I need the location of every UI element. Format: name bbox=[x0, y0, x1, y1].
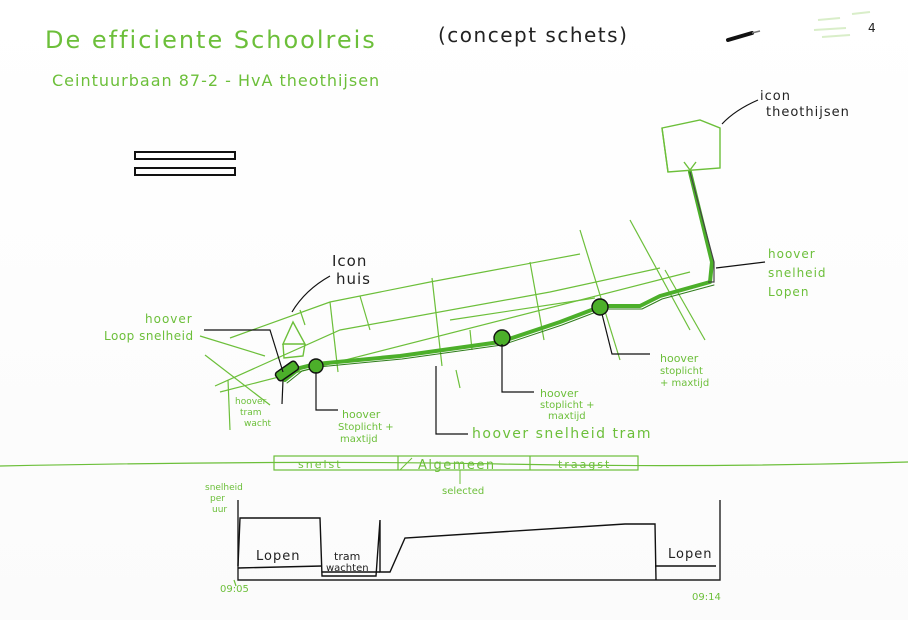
tab-traagst[interactable]: traagst bbox=[531, 457, 637, 471]
section-divider bbox=[0, 461, 908, 467]
route-end-segment bbox=[689, 171, 715, 283]
graph-segment-tram-2: wachten bbox=[326, 563, 369, 574]
page-title: De efficiente Schoolreis bbox=[45, 26, 377, 54]
tab-algemeen[interactable]: Algemeen bbox=[399, 457, 529, 473]
menu-icon[interactable] bbox=[134, 151, 236, 176]
hover-tram-speed-label: hoover snelheid tram bbox=[472, 426, 652, 442]
building-icon-pointer bbox=[721, 99, 759, 125]
graph-segment-tram: tram bbox=[334, 550, 360, 563]
hover-stoplight-2-label-3: maxtijd bbox=[548, 411, 586, 422]
hover-stoplight-1-label: hoover bbox=[342, 408, 381, 421]
graph-segment-lopen-start: Lopen bbox=[256, 549, 300, 564]
hover-stoplight-2-label: hoover bbox=[540, 387, 579, 400]
building-icon-label-2: theothijsen bbox=[766, 105, 850, 120]
hover-stoplight-3-label: hoover bbox=[660, 352, 699, 365]
hover-stoplight-3-label-3: + maxtijd bbox=[660, 378, 709, 389]
tab-snelst-label: snelst bbox=[298, 458, 343, 471]
house-icon[interactable] bbox=[281, 320, 307, 359]
route-label: Ceintuurbaan 87-2 - HvA theothijsen bbox=[52, 71, 380, 90]
concept-label: (concept schets) bbox=[438, 23, 628, 47]
street-grid bbox=[199, 219, 706, 431]
tab-bar bbox=[273, 455, 639, 471]
house-icon-label: Icon bbox=[332, 252, 367, 270]
annotation-pointers bbox=[204, 261, 766, 435]
corner-marks: 4 bbox=[813, 11, 876, 38]
graph-ylabel-2: per bbox=[210, 494, 225, 504]
graph-segment-lopen-end: Lopen bbox=[668, 547, 712, 562]
graph-time-end: 09:14 bbox=[692, 592, 721, 603]
hover-loop-speed-label: hoover bbox=[145, 312, 193, 326]
tab-traagst-label: traagst bbox=[558, 458, 611, 471]
graph-ylabel: snelheid bbox=[205, 483, 243, 493]
stoplight-marker-2[interactable] bbox=[493, 329, 511, 347]
hover-tram-wait-label-3: wacht bbox=[244, 419, 272, 429]
hover-tram-wait-label: hoover bbox=[235, 397, 267, 407]
tab-algemeen-label: Algemeen bbox=[418, 458, 496, 473]
building-icon-label: icon bbox=[760, 89, 791, 104]
pen-mark bbox=[726, 30, 761, 42]
hover-loop-speed-label-2: Loop snelheid bbox=[104, 329, 194, 343]
stoplight-marker-1[interactable] bbox=[308, 358, 324, 374]
corner-number: 4 bbox=[868, 21, 876, 35]
hover-tram-wait-label-2: tram bbox=[240, 408, 262, 418]
stoplight-marker-3[interactable] bbox=[591, 298, 609, 316]
house-icon-label-2: huis bbox=[336, 270, 371, 288]
selected-label: selected bbox=[442, 486, 484, 497]
graph-time-start-dot bbox=[233, 579, 237, 587]
hover-stoplight-1-label-3: maxtijd bbox=[340, 434, 378, 445]
tram-wait-marker[interactable] bbox=[274, 360, 300, 382]
hover-walk-speed-label: hoover bbox=[768, 247, 816, 261]
hover-walk-speed-label-2: snelheid bbox=[768, 266, 827, 280]
tab-snelst[interactable]: snelst bbox=[275, 457, 397, 471]
graph-ylabel-3: uur bbox=[212, 505, 227, 515]
hover-stoplight-1-label-2: Stoplicht + bbox=[338, 422, 394, 433]
speed-graph bbox=[237, 500, 721, 581]
hover-stoplight-2-label-2: stoplicht + bbox=[540, 400, 594, 411]
house-icon-pointer bbox=[291, 275, 331, 313]
hover-stoplight-3-label-2: stoplicht bbox=[660, 366, 703, 377]
hover-walk-speed-label-3: Lopen bbox=[768, 285, 809, 299]
building-icon[interactable] bbox=[661, 119, 721, 173]
graph-time-start: 09:05 bbox=[220, 584, 249, 595]
